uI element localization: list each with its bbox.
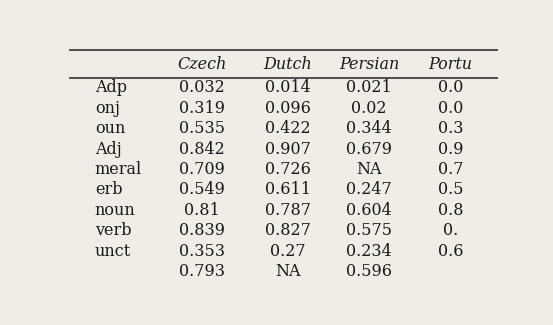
Text: 0.596: 0.596: [346, 263, 392, 280]
Text: meral: meral: [95, 161, 142, 178]
Text: NA: NA: [356, 161, 382, 178]
Text: 0.8: 0.8: [438, 202, 463, 219]
Text: 0.787: 0.787: [265, 202, 311, 219]
Text: 0.032: 0.032: [179, 80, 225, 97]
Text: Adj: Adj: [95, 141, 122, 158]
Text: onj: onj: [95, 100, 120, 117]
Text: 0.096: 0.096: [265, 100, 311, 117]
Text: Czech: Czech: [178, 56, 227, 72]
Text: 0.9: 0.9: [438, 141, 463, 158]
Text: 0.247: 0.247: [346, 181, 392, 199]
Text: 0.0: 0.0: [438, 100, 463, 117]
Text: 0.: 0.: [443, 222, 458, 239]
Text: verb: verb: [95, 222, 132, 239]
Text: 0.726: 0.726: [265, 161, 311, 178]
Text: 0.6: 0.6: [438, 243, 463, 260]
Text: 0.839: 0.839: [179, 222, 225, 239]
Text: 0.319: 0.319: [179, 100, 225, 117]
Text: 0.422: 0.422: [265, 120, 311, 137]
Text: 0.234: 0.234: [346, 243, 392, 260]
Text: 0.81: 0.81: [184, 202, 220, 219]
Text: oun: oun: [95, 120, 125, 137]
Text: 0.827: 0.827: [265, 222, 311, 239]
Text: 0.535: 0.535: [179, 120, 225, 137]
Text: noun: noun: [95, 202, 135, 219]
Text: 0.604: 0.604: [346, 202, 392, 219]
Text: 0.575: 0.575: [346, 222, 392, 239]
Text: 0.02: 0.02: [351, 100, 387, 117]
Text: Adp: Adp: [95, 80, 127, 97]
Text: 0.7: 0.7: [438, 161, 463, 178]
Text: Portu: Portu: [429, 56, 473, 72]
Text: 0.3: 0.3: [438, 120, 463, 137]
Text: 0.679: 0.679: [346, 141, 392, 158]
Text: 0.5: 0.5: [438, 181, 463, 199]
Text: 0.549: 0.549: [179, 181, 225, 199]
Text: 0.021: 0.021: [346, 80, 392, 97]
Text: 0.27: 0.27: [270, 243, 305, 260]
Text: 0.793: 0.793: [179, 263, 225, 280]
Text: 0.907: 0.907: [265, 141, 311, 158]
Text: unct: unct: [95, 243, 131, 260]
Text: 0.0: 0.0: [438, 80, 463, 97]
Text: 0.353: 0.353: [179, 243, 225, 260]
Text: 0.611: 0.611: [265, 181, 311, 199]
Text: Persian: Persian: [339, 56, 399, 72]
Text: 0.344: 0.344: [346, 120, 392, 137]
Text: 0.842: 0.842: [179, 141, 225, 158]
Text: 0.709: 0.709: [179, 161, 225, 178]
Text: Dutch: Dutch: [263, 56, 312, 72]
Text: 0.014: 0.014: [265, 80, 311, 97]
Text: NA: NA: [275, 263, 300, 280]
Text: erb: erb: [95, 181, 122, 199]
